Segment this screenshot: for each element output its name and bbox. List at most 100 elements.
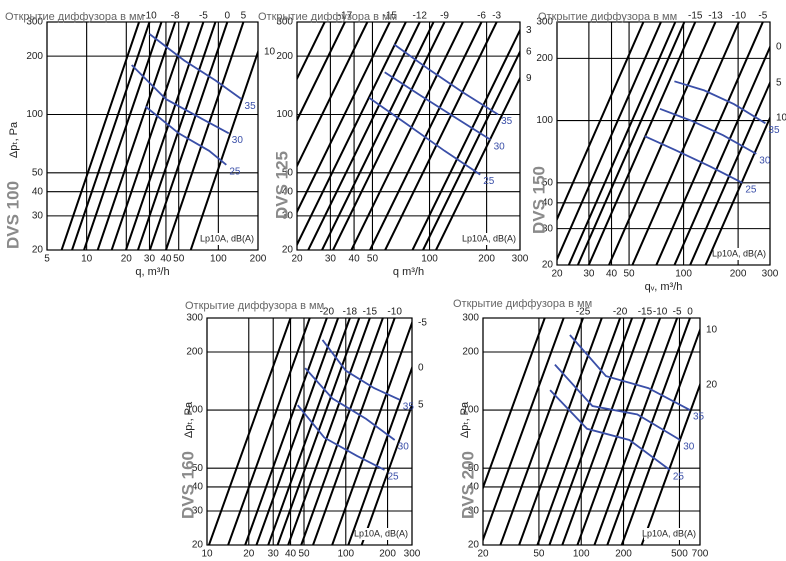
opening-line — [567, 22, 677, 265]
level-label: Lp10A, dB(A) — [642, 528, 696, 538]
x-tick-label: 20 — [551, 269, 563, 280]
opening-line — [297, 22, 369, 169]
opening-line — [557, 22, 662, 262]
opening-line — [640, 381, 700, 545]
opening-label: -10 — [142, 11, 157, 22]
opening-line — [83, 22, 163, 250]
opening-line — [297, 22, 391, 214]
x-tick-label: 30 — [325, 254, 337, 265]
curve-label: 30 — [398, 442, 410, 453]
x-tick-label: 20 — [243, 549, 255, 560]
opening-line — [125, 22, 205, 250]
opening-label: -10 — [732, 11, 747, 22]
opening-line — [422, 49, 520, 250]
opening-label: -15 — [638, 307, 653, 318]
x-tick-label: 200 — [379, 549, 396, 560]
opening-label: -9 — [440, 11, 449, 22]
level-label-box — [644, 528, 698, 540]
curve-label: 30 — [759, 156, 771, 167]
sound-level-curve — [384, 71, 492, 141]
y-tick-label: 50 — [542, 177, 554, 188]
x-tick-label: 100 — [421, 254, 438, 265]
x-axis-label: q, m³/h — [135, 266, 169, 278]
y-tick-label: 300 — [536, 17, 553, 28]
level-label-box — [464, 233, 518, 245]
opening-line — [536, 318, 622, 545]
opening-line — [297, 22, 407, 247]
x-tick-label: 30 — [144, 254, 156, 265]
opening-label: -5 — [758, 11, 767, 22]
opening-line — [332, 22, 446, 250]
opening-label: -15 — [383, 11, 398, 22]
y-axis-label: Δpₜ, Pa — [8, 121, 20, 158]
curve-label: 30 — [232, 135, 244, 146]
opening-line — [137, 22, 217, 250]
opening-label: 0 — [776, 42, 782, 53]
y-tick-label: 300 — [186, 313, 203, 324]
x-tick-label: 20 — [477, 549, 489, 560]
y-tick-label: 20 — [468, 540, 480, 551]
y-tick-label: 30 — [542, 223, 554, 234]
header: Открытие диффузора в мм — [5, 11, 144, 23]
opening-label: -13 — [708, 11, 723, 22]
opening-label: -15 — [363, 307, 378, 318]
opening-line — [435, 75, 520, 250]
opening-label: -15 — [688, 11, 703, 22]
sound-level-curve — [659, 107, 757, 155]
x-tick-label: 700 — [692, 549, 709, 560]
curve-label: 25 — [387, 472, 399, 483]
curve-label: 25 — [673, 472, 685, 483]
x-tick-label: 500 — [671, 549, 688, 560]
y-tick-label: 100 — [462, 405, 479, 416]
y-tick-label: 40 — [282, 186, 294, 197]
opening-label: -25 — [576, 307, 591, 318]
opening-line — [673, 44, 770, 265]
chart-title: DVS 150 — [529, 166, 548, 234]
opening-line — [331, 319, 412, 545]
sound-level-curve — [148, 33, 243, 100]
y-tick-label: 100 — [276, 109, 293, 120]
opening-line — [631, 22, 740, 265]
x-tick-label: 100 — [210, 254, 227, 265]
y-tick-label: 40 — [468, 482, 480, 493]
opening-line — [267, 318, 351, 545]
sound-level-curve — [393, 43, 499, 116]
header: Открытие диффузора в мм — [185, 300, 324, 312]
opening-line — [96, 22, 177, 250]
x-tick-label: 200 — [615, 549, 632, 560]
header: Открытие диффузора в мм — [453, 298, 592, 310]
y-tick-label: 200 — [462, 347, 479, 358]
opening-line — [297, 22, 346, 123]
opening-line — [347, 364, 412, 545]
curve-label: 25 — [483, 176, 495, 187]
plot-frame — [46, 21, 259, 251]
sound-level-curve — [368, 97, 481, 176]
opening-line — [287, 318, 371, 545]
chart-title: DVS 200 — [458, 451, 477, 519]
sound-level-curve — [144, 105, 227, 166]
curve-label: 25 — [745, 184, 757, 195]
opening-label: -6 — [477, 11, 486, 22]
curve-label: 35 — [403, 401, 415, 412]
x-tick-label: 100 — [675, 269, 692, 280]
opening-line — [300, 318, 384, 545]
opening-line — [593, 318, 679, 545]
y-tick-label: 200 — [26, 51, 43, 62]
x-tick-label: 5 — [44, 254, 50, 265]
opening-line — [360, 402, 412, 545]
opening-label: 3 — [526, 25, 532, 36]
curve-label: 30 — [683, 442, 695, 453]
opening-label: 0 — [418, 363, 424, 374]
y-tick-label: 100 — [536, 115, 553, 126]
opening-label: 9 — [526, 73, 532, 84]
opening-label: 5 — [418, 400, 424, 411]
opening-label: -5 — [673, 307, 682, 318]
opening-label: -12 — [413, 11, 428, 22]
sound-level-curve — [297, 404, 385, 471]
opening-line — [255, 318, 340, 545]
level-label: Lp10A, dB(A) — [462, 233, 516, 243]
chart-title: DVS 125 — [272, 151, 291, 219]
opening-line — [148, 22, 229, 250]
x-tick-label: 100 — [573, 549, 590, 560]
y-tick-label: 40 — [32, 186, 44, 197]
